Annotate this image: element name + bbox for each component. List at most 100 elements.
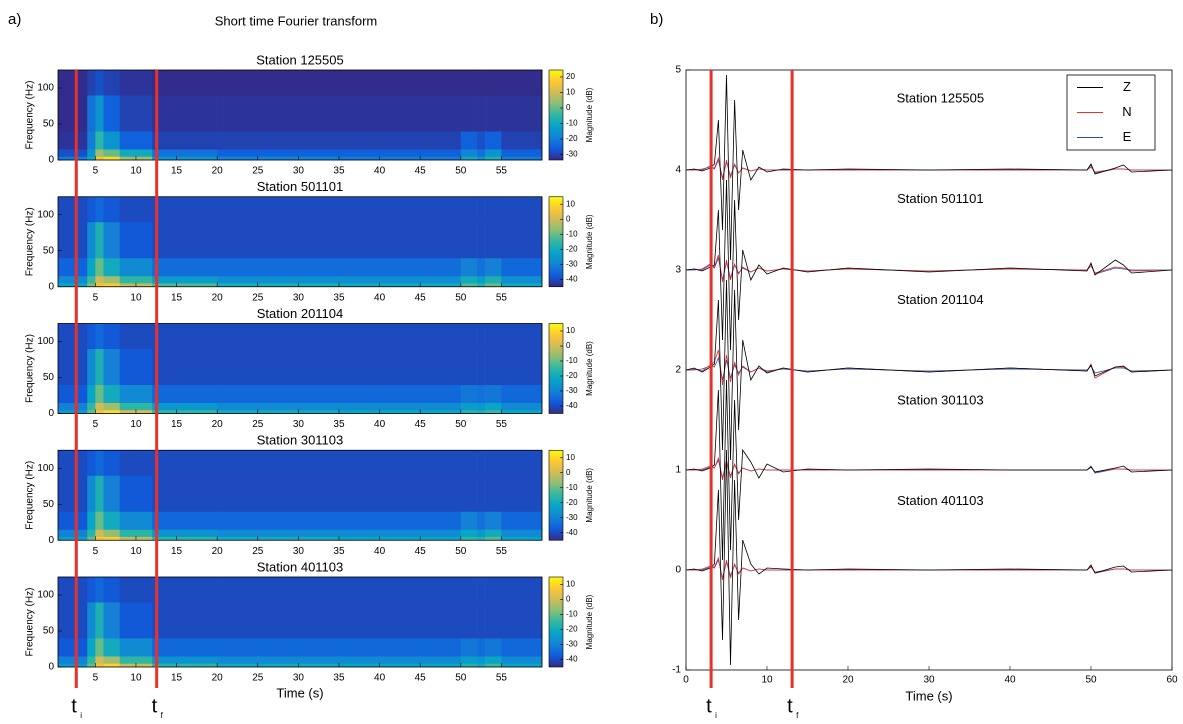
colorbar-tick-label: -30 bbox=[566, 640, 578, 649]
spectrogram-cell bbox=[119, 475, 153, 512]
spectrogram-cell bbox=[103, 131, 121, 150]
spectrogram-cell bbox=[58, 275, 88, 284]
x-tick-label: 30 bbox=[293, 673, 305, 684]
y-tick-label: 50 bbox=[43, 372, 55, 383]
spectrogram-cell bbox=[95, 384, 104, 403]
spectrogram-cell bbox=[477, 475, 486, 512]
plot-title: Station 301103 bbox=[257, 433, 344, 448]
spectrogram-cell bbox=[460, 577, 478, 603]
x-tick-label: 15 bbox=[171, 419, 183, 430]
colorbar-tick-label: -10 bbox=[566, 483, 578, 492]
spectrogram-cell bbox=[103, 95, 121, 132]
marker-subscript: f bbox=[161, 711, 164, 720]
spectrogram-cell bbox=[152, 70, 218, 96]
y-tick-label: 50 bbox=[43, 626, 55, 637]
spectrogram-cell bbox=[217, 536, 340, 541]
spectrogram-cell bbox=[477, 402, 486, 411]
spectrogram-cell bbox=[338, 348, 462, 385]
colorbar-tick-label: -10 bbox=[566, 229, 578, 238]
colorbar-label: Magnitude (dB) bbox=[585, 87, 594, 142]
spectrogram-cell bbox=[485, 149, 502, 157]
spectrogram-cell bbox=[460, 450, 478, 476]
spectrogram-cell bbox=[152, 450, 218, 476]
x-tick-label: 55 bbox=[496, 673, 508, 684]
panel-label: b) bbox=[650, 11, 663, 28]
spectrogram-cell bbox=[103, 409, 121, 414]
spectrogram-cell bbox=[95, 450, 104, 476]
marker-label: t bbox=[71, 695, 77, 717]
y-tick-label: 50 bbox=[43, 119, 55, 130]
x-tick-label: 25 bbox=[252, 546, 264, 557]
x-tick-label: 40 bbox=[374, 166, 386, 177]
spectrogram-cell bbox=[217, 221, 340, 259]
x-tick-label: 15 bbox=[171, 673, 183, 684]
spectrogram-cell bbox=[217, 475, 340, 512]
spectrogram-cell bbox=[338, 536, 462, 541]
spectrogram-cell bbox=[103, 196, 121, 223]
spectrogram-cell bbox=[95, 402, 104, 411]
y-tick-label: 3 bbox=[675, 265, 681, 276]
spectrogram-cell bbox=[152, 402, 218, 411]
spectrogram-cell bbox=[501, 529, 543, 537]
spectrogram-cell bbox=[152, 348, 218, 385]
colorbar bbox=[548, 449, 564, 541]
spectrogram-cell bbox=[87, 275, 96, 284]
spectrogram-cell bbox=[477, 323, 486, 349]
x-tick-label: 30 bbox=[293, 419, 305, 430]
spectrogram-cell bbox=[338, 70, 462, 96]
spectrogram-cell bbox=[87, 95, 96, 132]
y-tick-label: 100 bbox=[37, 209, 54, 220]
x-tick-label: 40 bbox=[374, 546, 386, 557]
spectrogram-cell bbox=[103, 323, 121, 349]
x-tick-label: 20 bbox=[212, 673, 224, 684]
legend-label: Z bbox=[1123, 79, 1131, 94]
spectrogram-cell bbox=[58, 283, 88, 288]
spectrogram-cell bbox=[103, 402, 121, 411]
spectrogram-cell bbox=[460, 275, 478, 284]
colorbar bbox=[548, 196, 564, 288]
spectrogram-cell bbox=[477, 536, 486, 541]
spectrogram-cell bbox=[152, 663, 218, 668]
spectrogram-cell bbox=[217, 196, 340, 223]
colorbar-tick-label: -30 bbox=[566, 259, 578, 268]
trace bbox=[686, 556, 1172, 581]
spectrogram-cell bbox=[477, 348, 486, 385]
spectrogram-cell bbox=[217, 283, 340, 288]
y-axis-label: Frequency (Hz) bbox=[25, 207, 36, 276]
y-axis-label: Frequency (Hz) bbox=[25, 334, 36, 403]
plot-frame bbox=[57, 69, 543, 161]
spectrogram-cell bbox=[119, 384, 153, 403]
spectrogram-cell bbox=[58, 257, 88, 277]
legend-label: N bbox=[1122, 104, 1131, 119]
spectrogram-cell bbox=[477, 409, 486, 414]
x-tick-label: 30 bbox=[293, 166, 305, 177]
x-tick-label: 30 bbox=[923, 675, 935, 686]
x-tick-label: 35 bbox=[333, 419, 345, 430]
spectrogram-cell bbox=[501, 196, 543, 223]
spectrogram-cell bbox=[501, 602, 543, 639]
spectrogram-cell bbox=[152, 196, 218, 223]
spectrogram-cell bbox=[485, 409, 502, 414]
station-label: Station 125505 bbox=[897, 90, 984, 105]
spectrogram-cell bbox=[460, 638, 478, 657]
spectrogram-cell bbox=[95, 529, 104, 537]
spectrogram-cell bbox=[460, 409, 478, 414]
x-tick-label: 45 bbox=[415, 546, 427, 557]
trace bbox=[685, 279, 1173, 461]
marker-label: t bbox=[152, 695, 158, 717]
x-tick-label: 35 bbox=[333, 546, 345, 557]
spectrogram-cell bbox=[58, 95, 88, 132]
spectrogram-cell bbox=[152, 656, 218, 664]
spectrogram-cell bbox=[103, 450, 121, 476]
spectrogram-cell bbox=[152, 577, 218, 603]
x-tick-label: 25 bbox=[252, 292, 264, 303]
spectrogram-cell bbox=[460, 131, 478, 150]
spectrogram-cell bbox=[103, 257, 121, 277]
spectrogram-cell bbox=[152, 638, 218, 657]
spectrogram-cell bbox=[338, 577, 462, 603]
spectrogram-cell bbox=[58, 149, 88, 157]
trace bbox=[686, 356, 1173, 381]
colorbar-tick-label: 10 bbox=[566, 199, 575, 208]
y-axis-label: Frequency (Hz) bbox=[25, 81, 36, 150]
spectrogram-cell bbox=[460, 602, 478, 639]
